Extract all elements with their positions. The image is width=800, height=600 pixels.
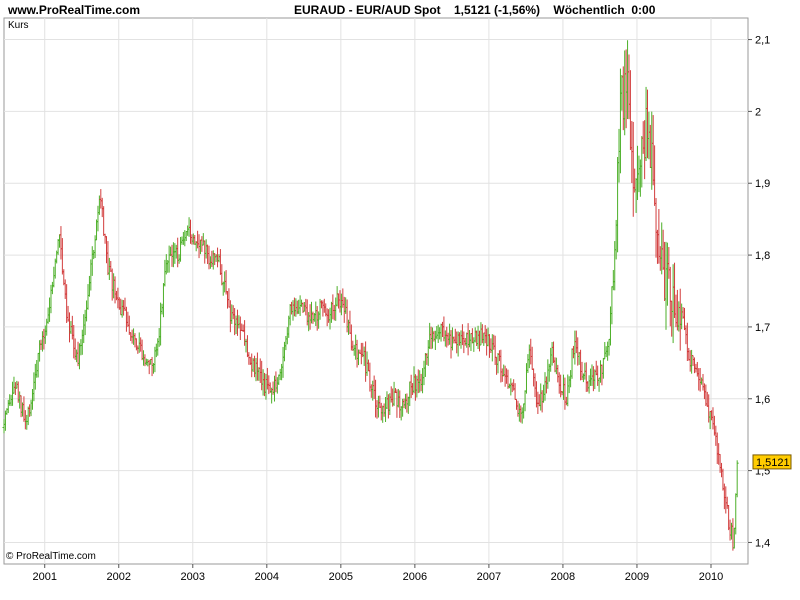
x-tick-label: 2001	[32, 571, 56, 583]
site-url[interactable]: www.ProRealTime.com	[8, 3, 141, 17]
x-tick-label: 2006	[403, 571, 427, 583]
y-tick-label: 1,7	[755, 322, 770, 334]
x-tick-label: 2007	[477, 571, 501, 583]
copyright-text: © ProRealTime.com	[6, 551, 96, 562]
y-tick-label: 1,6	[755, 394, 770, 406]
chart-title: EURAUD - EUR/AUD Spot 1,5121 (-1,56%) Wö…	[294, 3, 656, 17]
x-tick-label: 2005	[329, 571, 353, 583]
y-tick-label: 1,9	[755, 178, 770, 190]
x-axis: 2001 2002 2003 2004 2005 2006 2007 2008 2009 2010	[32, 564, 723, 583]
plot-frame	[3, 17, 749, 565]
x-tick-label: 2002	[107, 571, 131, 583]
last-price-label: 1,5121	[756, 457, 790, 469]
panel-label: Kurs	[8, 20, 29, 31]
grid-lines	[4, 18, 748, 564]
ohlc-bar	[735, 460, 739, 498]
y-tick-label: 2	[755, 106, 761, 118]
last-price-tag: 1,5121	[752, 454, 792, 470]
x-tick-label: 2003	[181, 571, 205, 583]
y-tick-label: 1,4	[755, 537, 770, 549]
x-tick-label: 2010	[699, 571, 723, 583]
y-axis: 1,41,51,61,71,81,922,1	[748, 35, 770, 549]
last-price-box	[752, 454, 792, 470]
chart-header: www.ProRealTime.com EURAUD - EUR/AUD Spo…	[0, 0, 800, 20]
x-tick-label: 2004	[255, 571, 279, 583]
y-tick-label: 2,1	[755, 35, 770, 47]
y-tick-label: 1,8	[755, 250, 770, 262]
x-tick-label: 2009	[625, 571, 649, 583]
ohlc-bars	[2, 40, 739, 551]
x-tick-label: 2008	[551, 571, 575, 583]
